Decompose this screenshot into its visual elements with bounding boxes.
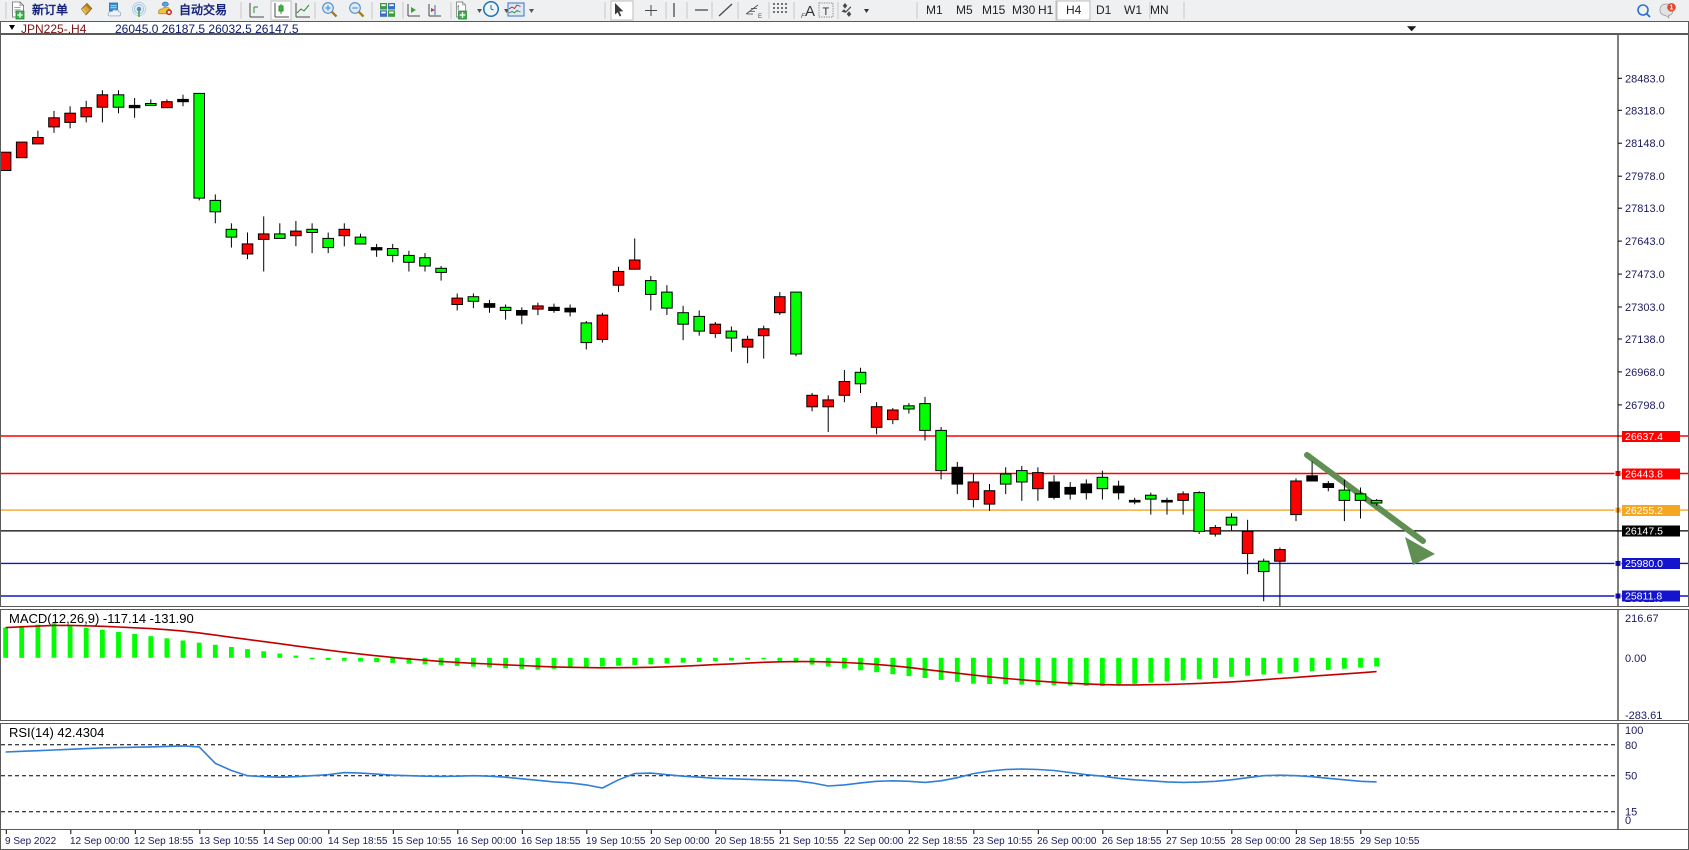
svg-text:100: 100 — [1625, 725, 1643, 737]
svg-text:16 Sep 18:55: 16 Sep 18:55 — [521, 836, 581, 847]
svg-text:26255.2: 26255.2 — [1625, 505, 1663, 517]
svg-text:16 Sep 00:00: 16 Sep 00:00 — [457, 836, 517, 847]
svg-text:21 Sep 10:55: 21 Sep 10:55 — [779, 836, 839, 847]
svg-text:MACD(12,26,9) -117.14 -131.90: MACD(12,26,9) -117.14 -131.90 — [9, 611, 194, 626]
svg-text:RSI(14) 42.4304: RSI(14) 42.4304 — [9, 725, 104, 740]
svg-text:13 Sep 10:55: 13 Sep 10:55 — [199, 836, 259, 847]
svg-text:1: 1 — [1670, 5, 1674, 12]
svg-text:25811.8: 25811.8 — [1625, 591, 1662, 603]
svg-text:22 Sep 18:55: 22 Sep 18:55 — [908, 836, 968, 847]
svg-text:14 Sep 00:00: 14 Sep 00:00 — [263, 836, 323, 847]
svg-text:19 Sep 10:55: 19 Sep 10:55 — [586, 836, 646, 847]
svg-text:216.67: 216.67 — [1625, 613, 1659, 625]
svg-text:28483.0: 28483.0 — [1625, 73, 1665, 85]
svg-text:27138.0: 27138.0 — [1625, 334, 1665, 346]
svg-text:20 Sep 18:55: 20 Sep 18:55 — [715, 836, 775, 847]
svg-text:80: 80 — [1625, 740, 1637, 752]
svg-text:27 Sep 10:55: 27 Sep 10:55 — [1166, 836, 1226, 847]
svg-text:27978.0: 27978.0 — [1625, 171, 1665, 183]
svg-text:0.00: 0.00 — [1625, 653, 1646, 665]
svg-text:28148.0: 28148.0 — [1625, 138, 1665, 150]
svg-text:27473.0: 27473.0 — [1625, 269, 1665, 281]
svg-text:28 Sep 00:00: 28 Sep 00:00 — [1231, 836, 1291, 847]
svg-text:25980.0: 25980.0 — [1625, 558, 1663, 570]
svg-text:26968.0: 26968.0 — [1625, 367, 1665, 379]
svg-text:50: 50 — [1625, 771, 1637, 783]
svg-text:-283.61: -283.61 — [1625, 710, 1662, 721]
svg-text:27813.0: 27813.0 — [1625, 203, 1665, 215]
svg-text:20 Sep 00:00: 20 Sep 00:00 — [650, 836, 710, 847]
svg-text:0: 0 — [1625, 815, 1631, 827]
svg-text:9 Sep 2022: 9 Sep 2022 — [5, 836, 57, 847]
svg-text:28318.0: 28318.0 — [1625, 105, 1665, 117]
svg-text:27643.0: 27643.0 — [1625, 236, 1665, 248]
svg-text:26443.8: 26443.8 — [1625, 469, 1663, 481]
svg-text:26 Sep 18:55: 26 Sep 18:55 — [1102, 836, 1162, 847]
svg-text:26637.4: 26637.4 — [1625, 431, 1663, 443]
svg-text:26147.5: 26147.5 — [1625, 526, 1663, 538]
svg-text:27303.0: 27303.0 — [1625, 302, 1665, 314]
svg-text:28 Sep 18:55: 28 Sep 18:55 — [1295, 836, 1355, 847]
svg-text:29 Sep 10:55: 29 Sep 10:55 — [1360, 836, 1420, 847]
svg-text:22 Sep 00:00: 22 Sep 00:00 — [844, 836, 904, 847]
svg-text:12 Sep 18:55: 12 Sep 18:55 — [134, 836, 194, 847]
svg-text:26798.0: 26798.0 — [1625, 400, 1665, 412]
svg-text:23 Sep 10:55: 23 Sep 10:55 — [973, 836, 1033, 847]
svg-text:12 Sep 00:00: 12 Sep 00:00 — [70, 836, 130, 847]
svg-text:15 Sep 10:55: 15 Sep 10:55 — [392, 836, 452, 847]
svg-text:14 Sep 18:55: 14 Sep 18:55 — [328, 836, 388, 847]
svg-text:26 Sep 00:00: 26 Sep 00:00 — [1037, 836, 1097, 847]
